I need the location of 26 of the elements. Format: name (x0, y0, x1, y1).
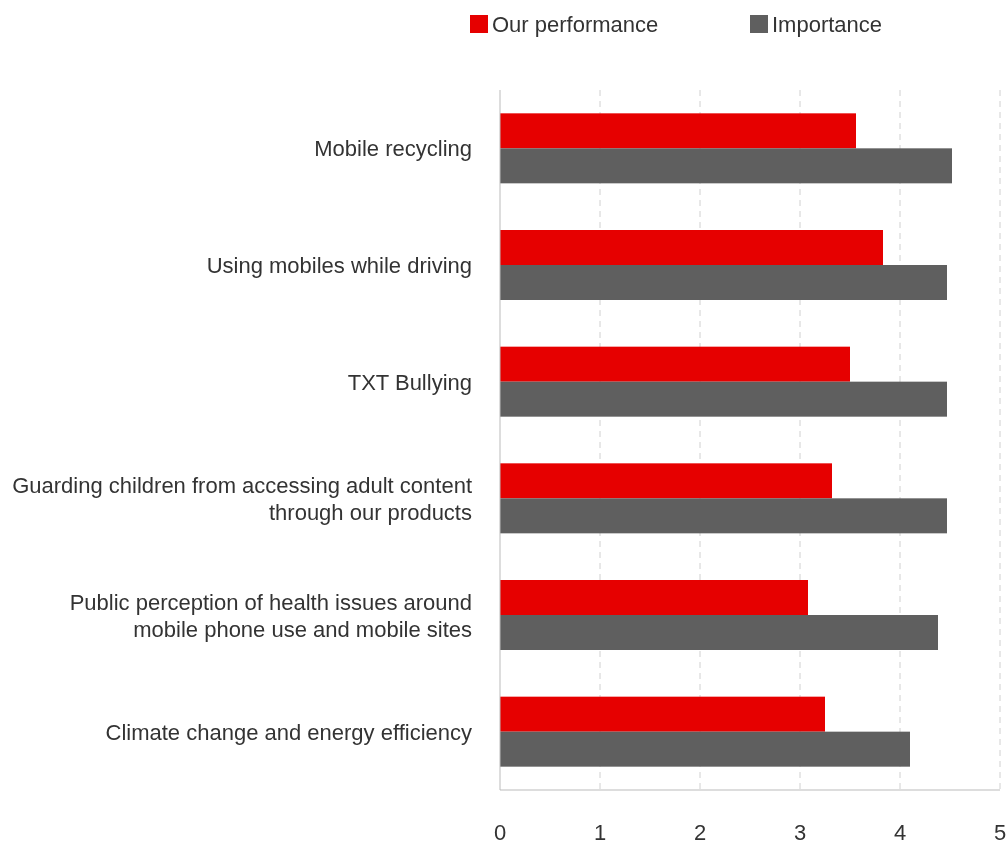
y-tick-label: Climate change and energy efficiency (105, 719, 472, 745)
bar (500, 580, 808, 615)
y-tick-label: Guarding children from accessing adult content through our products (12, 472, 472, 525)
x-tick-label: 1 (593, 820, 607, 845)
y-tick-label: Mobile recycling (314, 136, 472, 162)
bar (500, 615, 938, 650)
bar (500, 381, 947, 417)
bar (500, 265, 947, 300)
bar (500, 113, 856, 149)
bar (500, 463, 832, 499)
x-tick-label: 2 (693, 820, 707, 845)
y-tick-label: Public perception of health issues around mobile phone use and mobile sites (69, 589, 472, 642)
bar (500, 148, 952, 184)
x-tick-label: 3 (793, 820, 807, 845)
bar (500, 498, 947, 534)
bar (500, 230, 883, 265)
bar (500, 731, 910, 767)
x-tick-label: 5 (993, 820, 1007, 845)
bar (500, 346, 850, 382)
legend-label: Our performance (492, 12, 659, 37)
bar (500, 696, 825, 732)
legend-label: Importance (772, 12, 883, 37)
y-tick-label: Using mobiles while driving (206, 253, 472, 278)
y-tick-label: TXT Bullying (347, 369, 472, 395)
x-tick-label: 4 (893, 820, 907, 845)
x-tick-label: 0 (493, 820, 507, 845)
